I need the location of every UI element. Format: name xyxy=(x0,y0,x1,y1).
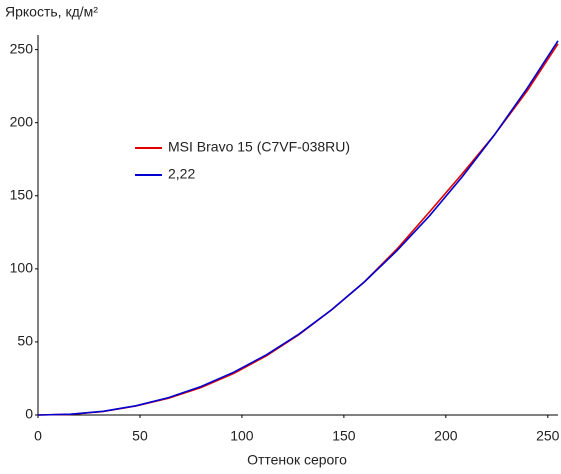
x-tick-label: 100 xyxy=(230,428,254,444)
legend-label: MSI Bravo 15 (C7VF-038RU) xyxy=(168,139,350,155)
y-tick-label: 50 xyxy=(17,333,33,349)
series-line xyxy=(37,40,559,416)
y-tick-label: 0 xyxy=(25,406,33,422)
y-axis-label: Яркость, кд/м² xyxy=(5,4,98,20)
legend-label: 2,22 xyxy=(168,166,195,182)
y-tick-label: 100 xyxy=(10,260,34,276)
y-tick-label: 200 xyxy=(10,113,34,129)
x-tick-label: 150 xyxy=(332,428,356,444)
x-axis-label: Оттенок серого xyxy=(247,452,347,468)
x-tick-label: 250 xyxy=(536,428,560,444)
x-tick-label: 200 xyxy=(434,428,458,444)
y-tick-label: 150 xyxy=(10,186,34,202)
series-line xyxy=(37,43,559,416)
y-tick-label: 250 xyxy=(10,40,34,56)
x-tick-label: 50 xyxy=(132,428,148,444)
x-tick-label: 0 xyxy=(34,428,42,444)
